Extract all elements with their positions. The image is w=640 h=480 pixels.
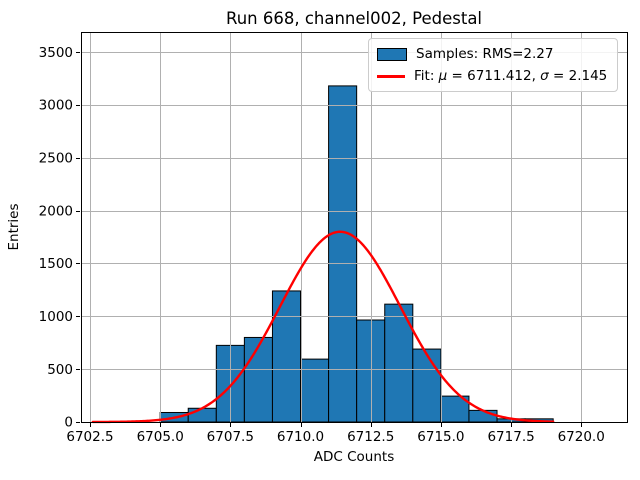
- axes-spines: [81, 32, 628, 423]
- y-axis-label: Entries: [6, 203, 22, 251]
- y-tick-label: 500: [47, 362, 73, 378]
- x-tick-label: 6707.5: [207, 429, 254, 445]
- x-tick-label: 6720.0: [558, 429, 605, 445]
- histogram-bar: [468, 409, 498, 423]
- y-tick-label: 2500: [39, 150, 73, 166]
- fit-curve: [91, 230, 555, 424]
- legend-item-fit: Fit: μ = 6711.412, σ = 2.145: [377, 65, 609, 87]
- y-tick-label: 3500: [39, 45, 73, 61]
- histogram-bar: [187, 407, 217, 423]
- y-tick-label: 1000: [39, 309, 73, 325]
- legend-item-samples: Samples: RMS=2.27: [377, 43, 609, 65]
- x-tick-label: 6717.5: [487, 429, 534, 445]
- histogram-bar: [412, 348, 442, 423]
- y-tick-label: 0: [64, 415, 73, 431]
- histogram-bar: [243, 336, 273, 423]
- histogram-bar: [300, 358, 330, 423]
- legend-label-samples: Samples: RMS=2.27: [416, 46, 554, 62]
- fit-line-swatch: [377, 74, 405, 78]
- legend-fit-sigma-value: = 2.145: [548, 68, 608, 84]
- x-axis-label: ADC Counts: [313, 449, 395, 465]
- legend-fit-prefix: Fit:: [414, 68, 439, 84]
- x-tick-label: 6715.0: [417, 429, 464, 445]
- legend: Samples: RMS=2.27 Fit: μ = 6711.412, σ =…: [368, 38, 618, 92]
- histogram-patch-swatch: [377, 47, 407, 61]
- x-tick-label: 6712.5: [347, 429, 394, 445]
- legend-fit-sigma-symbol: σ: [540, 68, 549, 84]
- y-tick-label: 3000: [39, 98, 73, 114]
- y-tick-label: 2000: [39, 203, 73, 219]
- x-tick-label: 6710.0: [277, 429, 324, 445]
- histogram-bar: [440, 395, 470, 423]
- histogram-bar: [328, 85, 358, 423]
- chart-title: Run 668, channel002, Pedestal: [225, 9, 483, 28]
- legend-fit-mu-value: = 6711.412,: [447, 68, 541, 84]
- y-tick-label: 1500: [39, 256, 73, 272]
- legend-fit-mu-symbol: μ: [438, 68, 448, 84]
- x-tick-label: 6702.5: [66, 429, 113, 445]
- histogram-bar: [356, 319, 386, 423]
- x-tick-label: 6705.0: [137, 429, 184, 445]
- legend-label-fit: Fit: μ = 6711.412, σ = 2.145: [414, 65, 607, 87]
